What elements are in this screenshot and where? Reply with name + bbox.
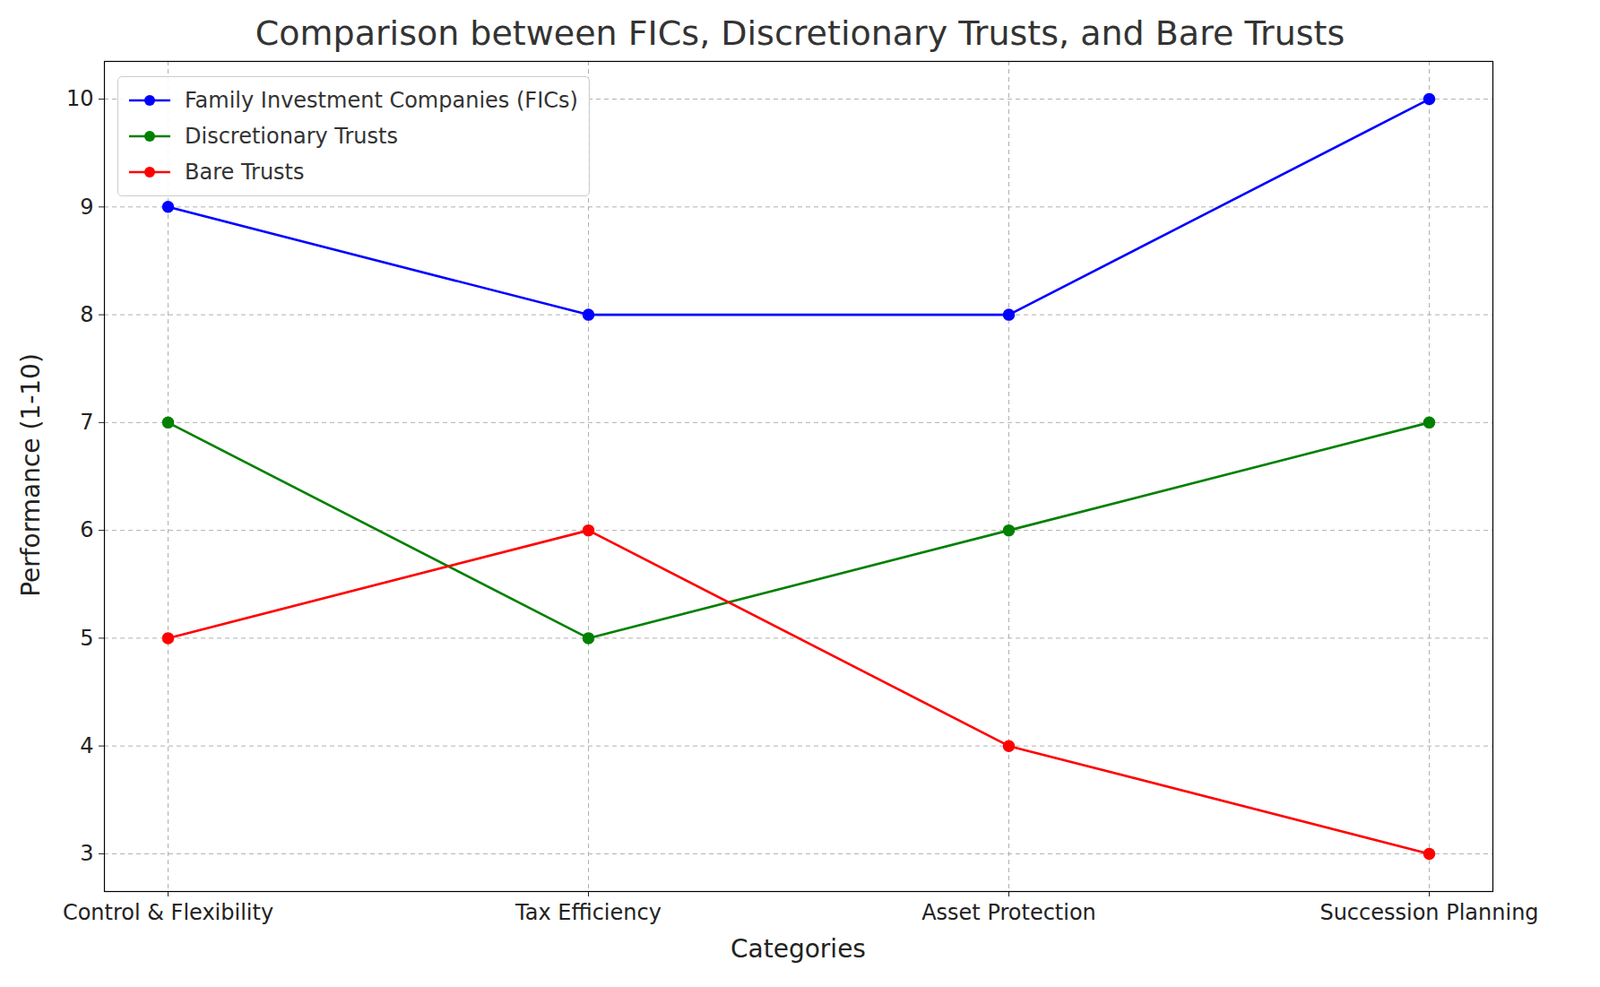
svg-text:4: 4 bbox=[79, 733, 94, 759]
html-text:Categories: Categories bbox=[730, 934, 866, 964]
svg-text:3: 3 bbox=[79, 840, 94, 866]
svg-text:6: 6 bbox=[79, 517, 94, 543]
svg-text:7: 7 bbox=[79, 409, 94, 435]
svg-text:Tax Efficiency: Tax Efficiency bbox=[514, 899, 662, 926]
html-text:Discretionary Trusts: Discretionary Trusts bbox=[184, 123, 398, 149]
svg-text:Asset Protection: Asset Protection bbox=[921, 899, 1097, 926]
svg-text:5: 5 bbox=[79, 625, 94, 651]
html-text:Performance (1-10): Performance (1-10) bbox=[15, 353, 46, 597]
html-text:Family Investment Companies (F: Family Investment Companies (FICs) bbox=[184, 87, 578, 113]
html-text:Bare Trusts: Bare Trusts bbox=[184, 159, 305, 185]
html-text:Comparison between FICs, Discr: Comparison between FICs, Discretionary T… bbox=[255, 13, 1345, 53]
svg-text:9: 9 bbox=[79, 194, 94, 220]
svg-text:10: 10 bbox=[66, 86, 95, 112]
svg-text:Succession Planning: Succession Planning bbox=[1319, 899, 1539, 926]
svg-text:8: 8 bbox=[79, 302, 94, 328]
svg-text:Control & Flexibility: Control & Flexibility bbox=[62, 899, 274, 926]
